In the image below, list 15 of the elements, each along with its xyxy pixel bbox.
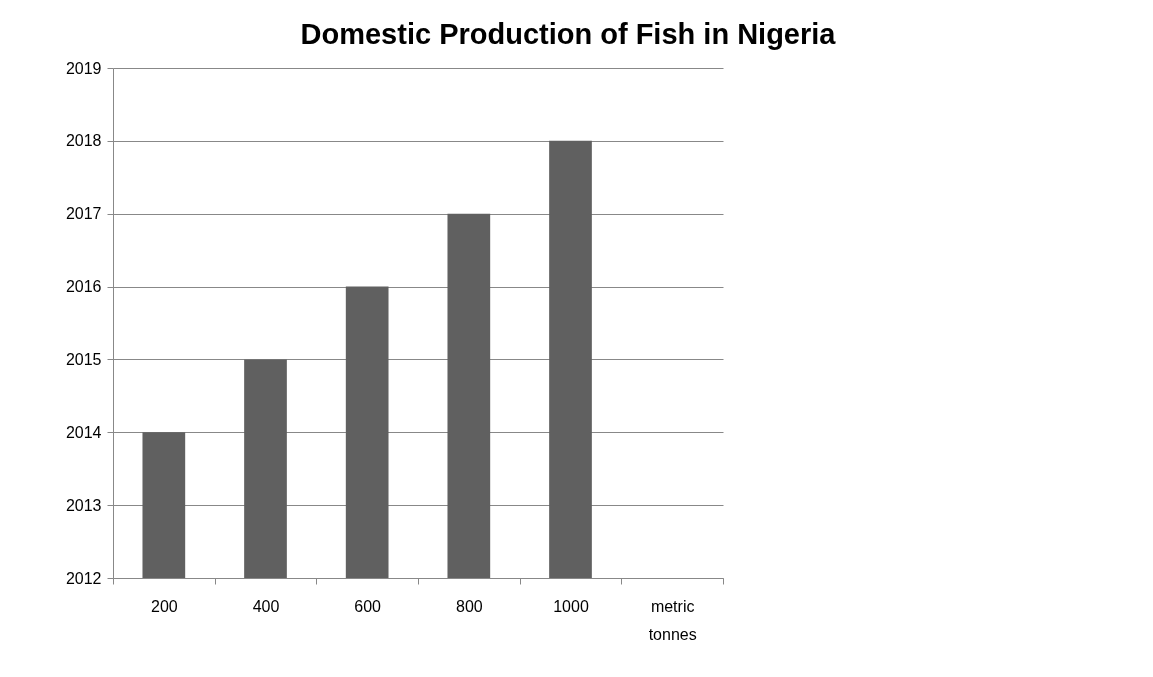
y-tick-label: 2019 [65, 59, 102, 77]
x-tick-label: 800 [455, 597, 483, 615]
y-tick-label: 2018 [65, 132, 102, 150]
x-tick-label: 600 [354, 597, 382, 615]
chart-title: Domestic Production of Fish in Nigeria [300, 18, 837, 50]
y-tick-label: 2016 [65, 278, 102, 296]
y-tick-label: 2014 [65, 423, 102, 441]
y-tick-label: 2013 [65, 496, 102, 514]
y-tick-label: 2012 [65, 569, 102, 587]
y-tick-label: 2017 [65, 205, 102, 223]
x-tick-label: 1000 [553, 597, 589, 615]
x-tick-label: metric tonnes [648, 597, 697, 643]
y-tick-label: 2015 [65, 350, 102, 368]
x-tick-label: 200 [150, 597, 178, 615]
x-tick-label: 400 [252, 597, 280, 615]
